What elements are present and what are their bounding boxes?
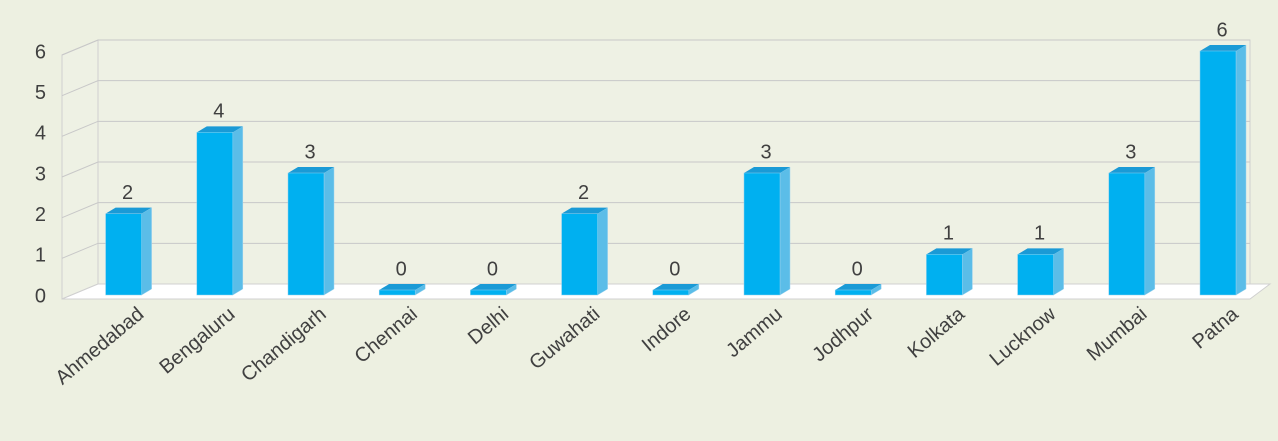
bar-top	[1017, 248, 1064, 255]
x-tick-label: Indore	[638, 303, 696, 356]
bar	[1108, 172, 1146, 296]
data-label: 0	[487, 258, 498, 280]
bar-top	[744, 167, 790, 173]
x-tick-label: Jodhpur	[808, 303, 878, 367]
bar	[743, 172, 781, 296]
bar-top	[1200, 45, 1246, 51]
x-tick-label: Mumbai	[1083, 303, 1152, 366]
y-tick-label: 3	[35, 163, 46, 185]
bar	[561, 213, 598, 296]
bar-top	[926, 248, 973, 255]
grid-line	[61, 202, 1250, 219]
x-tick-label: Guwahati	[525, 303, 604, 374]
bar-side	[962, 247, 973, 296]
bar-side	[323, 166, 335, 296]
bar-top	[288, 167, 334, 173]
y-tick-label: 6	[35, 41, 46, 63]
bar	[196, 132, 234, 296]
x-tick-label: Ahmedabad	[51, 303, 148, 389]
bar	[834, 289, 872, 296]
bar	[926, 254, 963, 296]
data-label: 3	[304, 141, 315, 163]
bar-side	[1235, 44, 1247, 296]
bar-side	[1053, 247, 1064, 296]
bar-side	[232, 125, 244, 296]
data-label: 2	[578, 182, 589, 204]
y-tick-label: 5	[35, 82, 46, 104]
x-tick-label: Chennai	[351, 303, 422, 368]
bar-top	[470, 284, 517, 290]
data-label: 1	[943, 223, 954, 245]
bar-top	[196, 126, 243, 133]
bar-side	[141, 207, 152, 296]
bar	[378, 289, 416, 296]
data-label: 2	[122, 182, 133, 204]
bar-side	[779, 166, 791, 296]
data-label: 4	[213, 101, 224, 123]
bar-side	[597, 207, 608, 296]
x-tick-label: Chandigarh	[237, 303, 330, 386]
x-tick-label: Lucknow	[986, 303, 1061, 371]
y-tick-label: 4	[35, 123, 46, 145]
bar	[1017, 254, 1054, 296]
x-tick-label: Kolkata	[904, 302, 970, 362]
data-label: 0	[669, 258, 680, 280]
data-label: 3	[760, 141, 771, 163]
bar	[287, 172, 325, 296]
x-tick-label: Patna	[1188, 302, 1243, 353]
bar	[652, 289, 690, 296]
bar-top	[105, 207, 152, 214]
y-tick-label: 1	[35, 245, 46, 267]
y-tick-label: 2	[35, 204, 46, 226]
bar-top	[835, 284, 882, 290]
bar-top	[652, 284, 699, 290]
grid-line	[61, 120, 1250, 137]
x-tick-label: Bengaluru	[155, 303, 239, 378]
data-label: 1	[1034, 223, 1045, 245]
bar	[105, 213, 142, 296]
data-label: 6	[1216, 19, 1227, 41]
bar-top	[1108, 167, 1155, 173]
y-tick-label: 0	[35, 285, 46, 307]
x-tick-label: Delhi	[464, 303, 513, 349]
bar-top	[379, 284, 426, 290]
bar	[470, 289, 507, 296]
bar	[1199, 50, 1237, 296]
bar-top	[561, 207, 608, 214]
grid-line	[61, 242, 1250, 259]
grid-line	[61, 80, 1250, 97]
grid-line	[61, 161, 1250, 178]
x-tick-label: Jammu	[722, 303, 786, 362]
bar-side	[1144, 166, 1156, 296]
grid-line	[61, 39, 1250, 56]
data-label: 0	[852, 258, 863, 280]
data-label: 0	[396, 258, 407, 280]
data-label: 3	[1125, 141, 1136, 163]
